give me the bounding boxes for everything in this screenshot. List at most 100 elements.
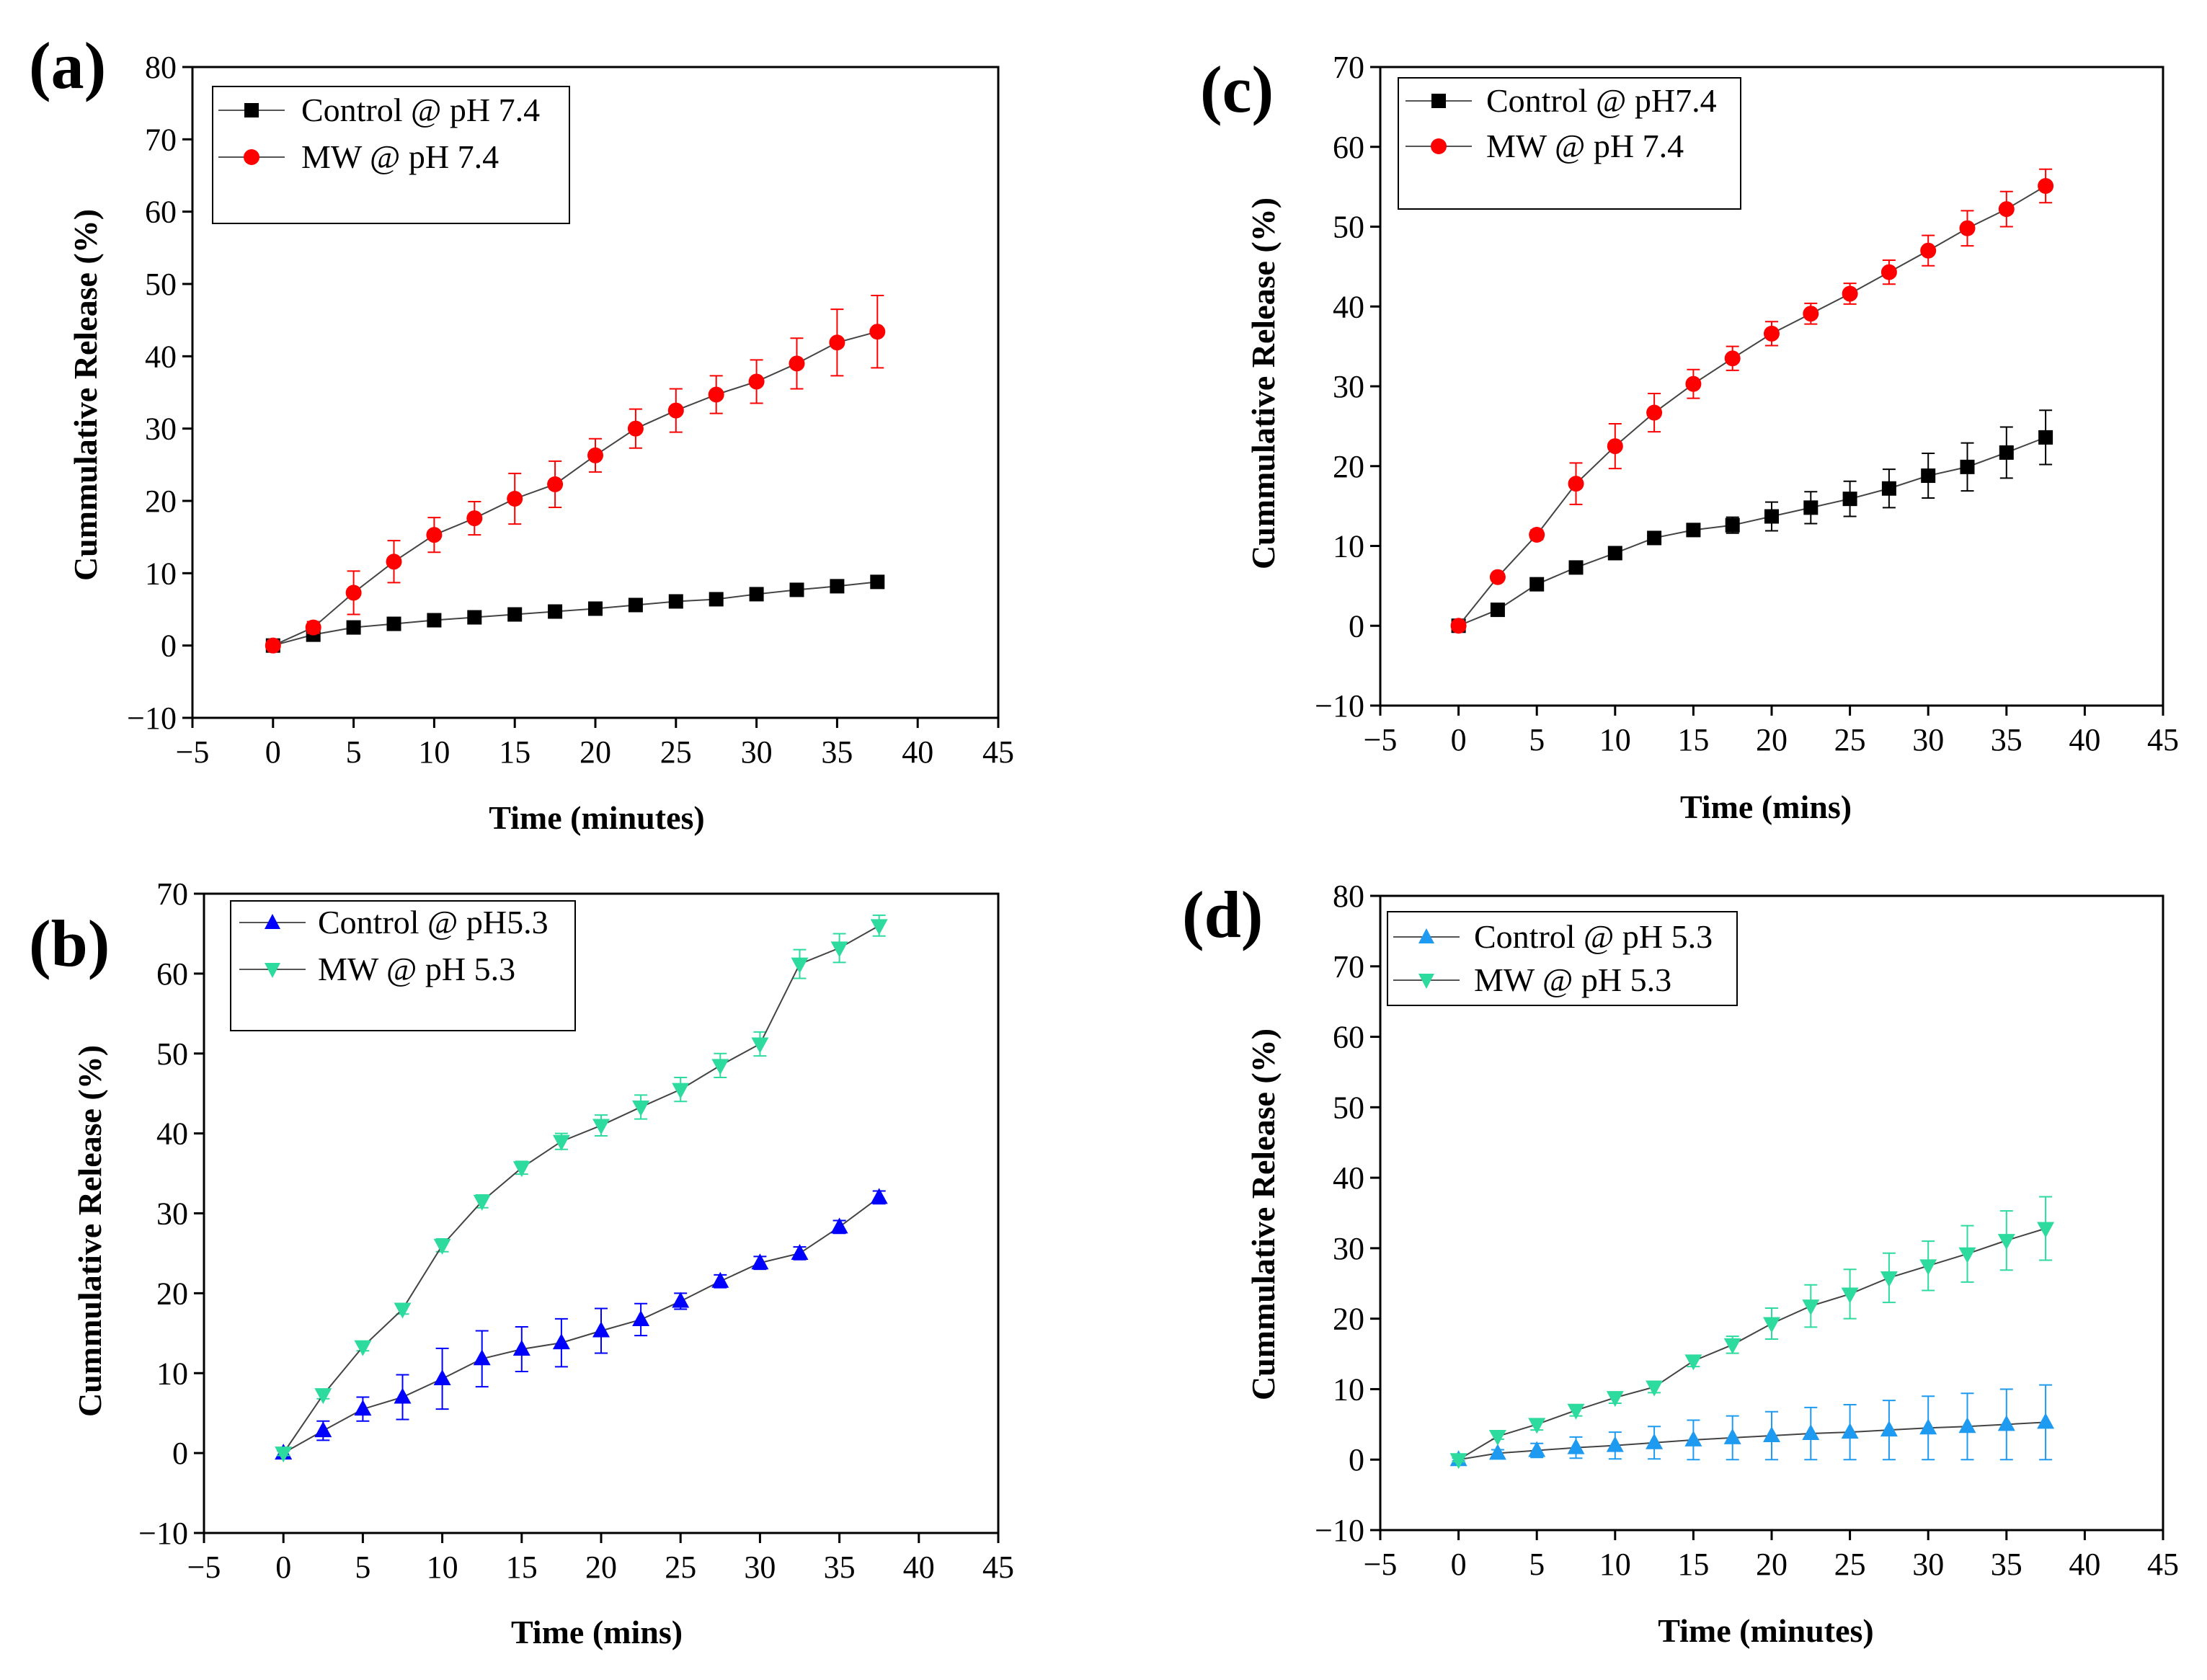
x-tick-label: 35: [1991, 722, 2022, 757]
y-tick-label: 80: [145, 50, 177, 85]
x-axis-title: Time (minutes): [1658, 1612, 1873, 1649]
legend-label: Control @ pH5.3: [318, 904, 549, 941]
data-point: [711, 1271, 729, 1288]
data-point: [592, 1119, 610, 1135]
x-tick-label: 20: [585, 1550, 617, 1585]
data-point: [1686, 523, 1701, 538]
data-point: [1489, 569, 1506, 585]
series-line: [283, 1196, 880, 1454]
data-point: [1960, 459, 1975, 474]
data-point: [1567, 1403, 1585, 1420]
series: [275, 1188, 888, 1460]
x-tick-label: 45: [982, 1550, 1014, 1585]
y-tick-label: 30: [145, 412, 177, 447]
y-axis-title: Cummulative Release (%): [71, 1045, 108, 1417]
data-point: [1919, 1418, 1937, 1435]
data-point: [1842, 285, 1858, 302]
plot-area: −5 0 5 10 15 20 25 30 35 40 45 −10 0 10 20 30 40 50 60 70 80: [1315, 879, 2179, 1582]
data-point: [1880, 1421, 1898, 1437]
data-point: [1803, 500, 1819, 515]
data-point: [830, 1217, 848, 1234]
x-tick-label: 0: [1451, 1547, 1467, 1582]
data-point: [632, 1310, 650, 1326]
y-tick-label: 10: [1333, 1372, 1364, 1407]
data-point: [708, 386, 724, 403]
y-tick-label: −10: [138, 1516, 188, 1551]
legend-box: [212, 86, 570, 224]
data-point: [427, 613, 442, 628]
x-tick-label: 15: [499, 734, 530, 770]
legend-marker-circle: [244, 149, 259, 165]
data-point: [1646, 1380, 1664, 1397]
y-tick-label: 10: [1333, 529, 1364, 564]
legend-label: Control @ pH 7.4: [301, 92, 540, 128]
y-tick-label: 60: [145, 195, 177, 230]
x-tick-label: 15: [506, 1550, 538, 1585]
data-point: [1802, 1424, 1820, 1441]
x-tick-label: 45: [2147, 722, 2179, 757]
data-point: [632, 1101, 650, 1117]
data-point: [394, 1387, 412, 1404]
y-tick-label: 60: [1333, 1020, 1364, 1055]
data-point: [749, 587, 764, 602]
y-tick-label: 30: [1333, 1231, 1364, 1266]
data-point: [314, 1388, 332, 1405]
x-tick-label: 40: [903, 1550, 935, 1585]
data-point: [1959, 220, 1976, 236]
legend-marker-triangle-down: [1418, 974, 1434, 989]
x-tick-label: 40: [2069, 1547, 2100, 1582]
data-point: [870, 919, 888, 935]
x-tick-label: 40: [2069, 722, 2100, 757]
y-axis-title: Cummulative Release (%): [1245, 1028, 1282, 1400]
data-point: [667, 402, 684, 419]
data-point: [314, 1421, 332, 1438]
data-point: [275, 1446, 293, 1463]
data-point: [1841, 1287, 1859, 1304]
legend-label: MW @ pH 7.4: [1486, 128, 1684, 164]
series-line: [272, 581, 878, 646]
series: [1449, 1196, 2055, 1470]
legend-marker-circle: [1431, 138, 1447, 154]
series: [265, 295, 886, 654]
x-tick-label: −5: [1364, 1547, 1398, 1582]
y-tick-label: 10: [156, 1356, 188, 1391]
y-tick-label: 50: [156, 1036, 188, 1072]
data-point: [830, 941, 848, 958]
x-tick-label: 20: [579, 734, 611, 770]
data-point: [748, 373, 765, 390]
data-point: [2038, 178, 2054, 195]
data-point: [751, 1253, 769, 1270]
data-point: [1529, 526, 1545, 543]
series: [1451, 409, 2053, 634]
legend-marker-square: [1431, 94, 1446, 108]
data-point: [1606, 1391, 1624, 1408]
data-point: [473, 1349, 491, 1366]
y-tick-label: 50: [1333, 210, 1364, 245]
y-axis-title: Cummulative Release (%): [1245, 197, 1282, 569]
data-point: [386, 616, 401, 631]
data-point: [791, 1243, 809, 1260]
x-tick-label: 5: [346, 734, 362, 770]
data-point: [1919, 1259, 1937, 1276]
data-point: [628, 597, 643, 613]
data-point: [354, 1340, 372, 1356]
x-tick-label: 25: [665, 1550, 696, 1585]
data-point: [552, 1134, 570, 1151]
x-tick-label: 35: [1991, 1547, 2022, 1582]
data-point: [789, 355, 805, 372]
x-tick-label: 30: [741, 734, 773, 770]
plot-area: −5 0 5 10 15 20 25 30 35 40 45 −10 0 10 20 30 40 50 60 70: [138, 876, 1014, 1585]
data-point: [1724, 350, 1741, 367]
data-point: [672, 1292, 690, 1308]
plot-area: −5 0 5 10 15 20 25 30 35 40 45 −10 0 10 20 30 40 50 60 70 80: [127, 50, 1014, 770]
x-tick-label: 10: [1599, 1547, 1631, 1582]
data-point: [346, 620, 361, 635]
x-tick-label: 10: [427, 1550, 458, 1585]
legend: Control @ pH 7.4 MW @ pH 7.4: [212, 86, 570, 224]
series: [275, 914, 888, 1463]
x-tick-label: −5: [176, 734, 210, 770]
data-point: [1725, 517, 1740, 533]
data-point: [1763, 1426, 1780, 1442]
y-tick-label: 10: [145, 556, 177, 591]
